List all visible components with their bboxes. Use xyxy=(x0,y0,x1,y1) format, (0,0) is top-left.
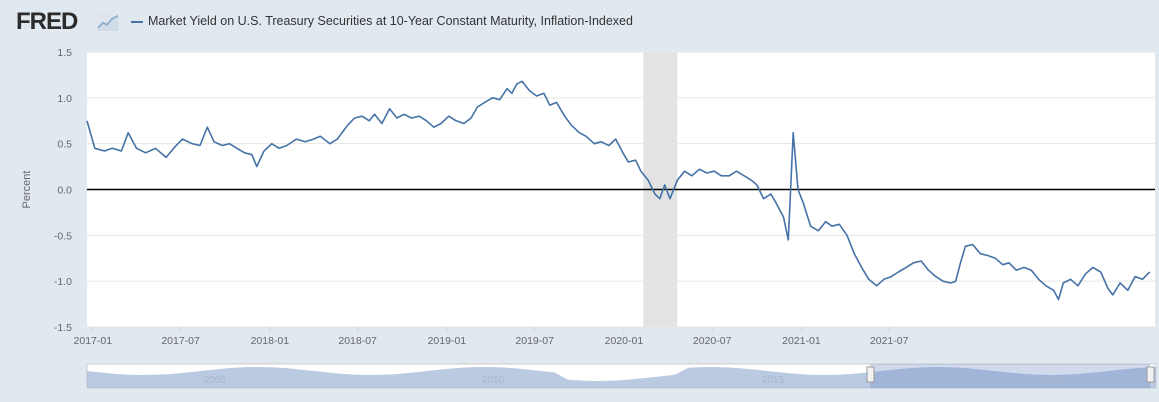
x-tick-label: 2020-01 xyxy=(605,335,644,347)
x-tick-label: 2020-07 xyxy=(693,335,732,347)
x-tick-label: 2017-01 xyxy=(74,335,113,347)
series-legend[interactable]: Market Yield on U.S. Treasury Securities… xyxy=(131,14,633,28)
navigator-label: 2005 xyxy=(204,375,227,386)
navigator-handle-left[interactable] xyxy=(866,366,875,383)
navigator-label: 2010 xyxy=(482,375,505,386)
series-line xyxy=(86,80,1151,301)
x-tick-label: 2021-01 xyxy=(782,335,821,347)
y-tick-label: 1.5 xyxy=(57,47,72,59)
chart-header: FRED Market Yield on U.S. Treasury Secur… xyxy=(0,0,1159,42)
x-tick-label: 2019-01 xyxy=(428,335,467,347)
fred-logo[interactable]: FRED xyxy=(16,8,78,35)
y-tick-label: 0.5 xyxy=(57,139,72,151)
y-tick-label: -1.0 xyxy=(54,276,72,288)
y-tick-label: -1.5 xyxy=(54,322,72,334)
y-tick-label: 1.0 xyxy=(57,93,72,105)
navigator-series xyxy=(87,367,1156,388)
navigator-label: 2015 xyxy=(762,375,785,386)
legend-swatch xyxy=(131,20,143,23)
y-tick-label: 0.0 xyxy=(57,185,72,197)
navigator-label: 2020 xyxy=(1042,375,1065,386)
navigator-handle-right[interactable] xyxy=(1146,366,1155,383)
legend-label: Market Yield on U.S. Treasury Securities… xyxy=(148,14,633,28)
y-tick-label: -0.5 xyxy=(54,230,72,242)
x-tick-label: 2021-07 xyxy=(870,335,909,347)
x-tick-label: 2018-01 xyxy=(251,335,290,347)
y-axis-label: Percent xyxy=(21,171,33,209)
navigator-selection xyxy=(870,364,1150,388)
x-tick-label: 2019-07 xyxy=(515,335,554,347)
x-tick-label: 2018-07 xyxy=(338,335,377,347)
x-tick-label: 2017-07 xyxy=(161,335,200,347)
fred-chart-icon xyxy=(96,13,120,31)
